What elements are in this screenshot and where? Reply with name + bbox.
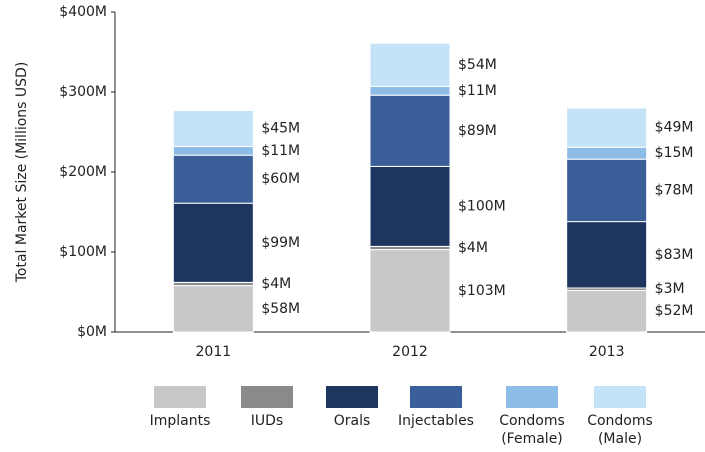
- legend-label: IUDs: [250, 413, 284, 429]
- data-label: $11M: [458, 83, 497, 99]
- bar-segment: [566, 289, 648, 333]
- y-tick-label: $100M: [59, 244, 107, 260]
- data-label: $3M: [655, 281, 685, 297]
- data-label: $45M: [261, 120, 300, 136]
- data-label: $58M: [261, 301, 300, 317]
- legend-swatch: [154, 386, 206, 408]
- x-tick-label: 2011: [196, 344, 232, 360]
- legend-label: Orals: [333, 413, 371, 429]
- bar-segment: [566, 107, 648, 148]
- bar-segment: [369, 94, 451, 167]
- legend-label: Injectables: [398, 413, 474, 429]
- y-tick-label: $400M: [59, 4, 107, 20]
- data-label: $54M: [458, 57, 497, 73]
- data-label: $78M: [655, 182, 694, 198]
- x-tick-label: 2012: [392, 344, 428, 360]
- y-tick-label: $0M: [77, 324, 107, 340]
- data-label: $60M: [261, 171, 300, 187]
- legend-swatch: [326, 386, 378, 408]
- y-tick-label: $300M: [59, 84, 107, 100]
- y-tick-label: $200M: [59, 164, 107, 180]
- bar-segment: [172, 285, 254, 333]
- data-label: $99M: [261, 235, 300, 251]
- bar-segment: [172, 202, 254, 283]
- bar-segment: [566, 221, 648, 289]
- legend-label: Condoms (Female): [499, 413, 565, 447]
- bar-segment: [566, 146, 648, 160]
- data-label: $4M: [261, 276, 291, 292]
- bar-segment: [369, 165, 451, 247]
- data-label: $83M: [655, 247, 694, 263]
- bar-segment: [369, 85, 451, 96]
- data-label: $52M: [655, 303, 694, 319]
- data-label: $103M: [458, 283, 506, 299]
- data-label: $49M: [655, 120, 694, 136]
- legend-swatch: [506, 386, 558, 408]
- data-label: $11M: [261, 143, 300, 159]
- legend-label: Condoms (Male): [587, 413, 653, 447]
- legend-swatch: [594, 386, 646, 408]
- bar-segment: [172, 109, 254, 147]
- data-label: $4M: [458, 240, 488, 256]
- y-axis-title: Total Market Size (Millions USD): [14, 62, 30, 284]
- legend-swatch: [410, 386, 462, 408]
- bar-segment: [172, 145, 254, 156]
- bar-segment: [369, 42, 451, 87]
- x-tick-label: 2013: [589, 344, 625, 360]
- legend-label: Implants: [149, 413, 211, 429]
- data-label: $15M: [655, 145, 694, 161]
- bar-segment: [172, 154, 254, 204]
- data-label: $100M: [458, 198, 506, 214]
- bar-segment: [566, 158, 648, 223]
- legend-swatch: [241, 386, 293, 408]
- bar-segment: [369, 249, 451, 333]
- data-label: $89M: [458, 123, 497, 139]
